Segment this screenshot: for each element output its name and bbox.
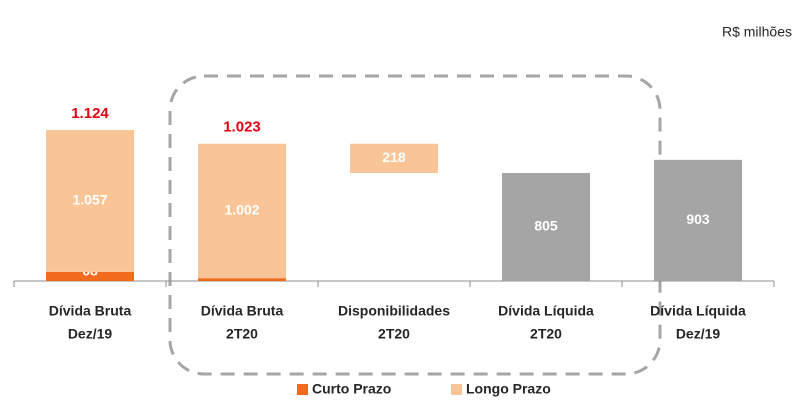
- x-tick-label: Dívida Líquida: [498, 303, 594, 319]
- data-label: 1.057: [72, 192, 107, 208]
- x-tick-label: 2T20: [226, 326, 258, 342]
- total-label: 1.023: [223, 119, 261, 136]
- x-tick-label: 2T20: [378, 326, 410, 342]
- bar-segment: [198, 278, 286, 281]
- bar: [502, 172, 590, 281]
- x-tick-label: Dívida Líquida: [650, 303, 746, 319]
- unit-note: R$ milhões: [722, 24, 792, 40]
- x-tick-label: Dez/19: [676, 326, 721, 342]
- legend-swatch: [451, 384, 462, 395]
- x-tick-label: 2T20: [530, 326, 562, 342]
- data-label: 805: [534, 218, 558, 234]
- bar-segment: [198, 143, 286, 279]
- legend-label: Curto Prazo: [312, 381, 391, 397]
- data-label: 218: [382, 149, 406, 165]
- total-label: 1.124: [71, 105, 109, 122]
- bar-segment: [46, 130, 134, 272]
- data-label: 903: [686, 211, 710, 227]
- highlight-box: [168, 74, 662, 376]
- legend-swatch: [297, 384, 308, 395]
- x-tick-label: Disponibilidades: [338, 303, 450, 319]
- x-tick-label: Dívida Bruta: [49, 303, 132, 319]
- bar: [654, 159, 742, 281]
- data-label: 1.002: [224, 202, 259, 218]
- x-tick-label: Dez/19: [68, 326, 113, 342]
- bar-segment: [46, 271, 134, 281]
- legend-label: Longo Prazo: [466, 381, 551, 397]
- x-tick-label: Dívida Bruta: [201, 303, 284, 319]
- bar-segment: [350, 143, 438, 173]
